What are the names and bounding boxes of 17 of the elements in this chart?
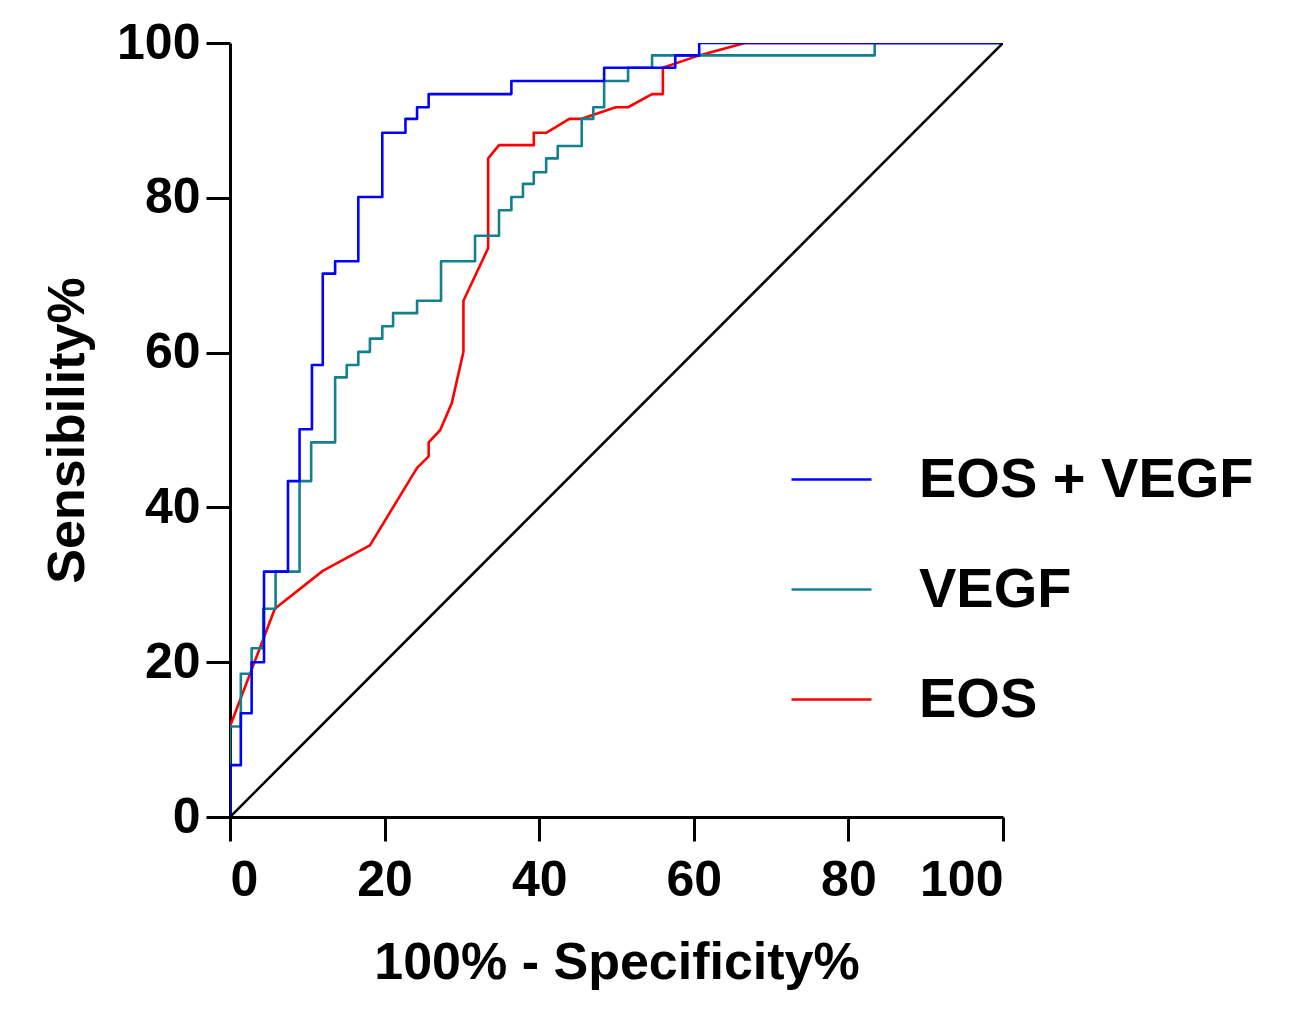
y-tick-label: 40 xyxy=(144,477,201,534)
y-tick-label: 60 xyxy=(144,323,201,380)
x-tick-label: 100 xyxy=(920,850,1004,907)
x-tick-label: 40 xyxy=(511,850,568,907)
y-tick-label: 80 xyxy=(144,168,201,225)
legend-label: EOS + VEGF xyxy=(919,445,1254,509)
x-tick-label: 0 xyxy=(230,850,259,907)
y-tick-label: 0 xyxy=(172,787,201,844)
x-tick-label: 60 xyxy=(666,850,723,907)
x-axis-title: 100% - Specificity% xyxy=(374,931,860,990)
legend-label: VEGF xyxy=(919,555,1072,619)
x-tick-label: 80 xyxy=(821,850,877,907)
y-tick-label: 100 xyxy=(117,13,201,70)
x-tick-label: 20 xyxy=(357,850,413,907)
legend-label: EOS xyxy=(919,665,1038,729)
y-tick-label: 20 xyxy=(144,632,201,689)
y-axis-title: Sensibility% xyxy=(37,277,96,584)
